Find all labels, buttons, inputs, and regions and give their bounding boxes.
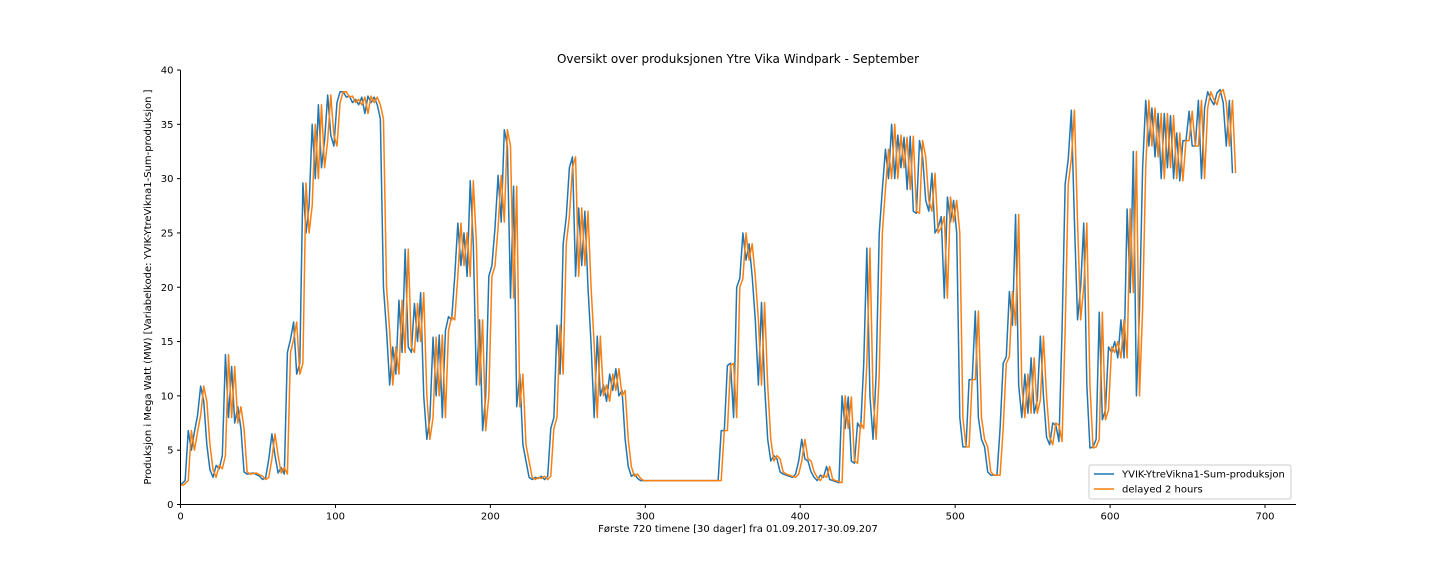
y-tick-label: 15 bbox=[161, 337, 174, 348]
series-line-2 bbox=[180, 88, 1237, 486]
x-tick-label: 300 bbox=[636, 512, 655, 523]
x-tick-label: 600 bbox=[1101, 512, 1120, 523]
x-tick-label: 400 bbox=[791, 512, 810, 523]
plot-area bbox=[179, 88, 1237, 486]
x-tick-label: 100 bbox=[326, 512, 345, 523]
x-axis-label: Første 720 timene [30 dager] fra 01.09.2… bbox=[598, 524, 878, 535]
y-tick-label: 30 bbox=[161, 174, 174, 185]
y-tick-label: 10 bbox=[161, 391, 174, 402]
y-axis-ticks: 0 5 10 15 20 25 30 35 40 bbox=[161, 66, 181, 511]
legend-label-series-2: delayed 2 hours bbox=[1122, 485, 1203, 496]
y-axis-label: Produksjon i Mega Watt (MW) [Variabelkod… bbox=[143, 89, 154, 484]
legend-label-series-1: YVIK-YtreVikna1-Sum-produksjon bbox=[1121, 470, 1285, 481]
chart-title: Oversikt over produksjonen Ytre Vika Win… bbox=[557, 52, 919, 66]
x-axis-ticks: 0 100 200 300 400 500 600 700 bbox=[177, 504, 1275, 523]
y-tick-label: 40 bbox=[161, 66, 174, 77]
legend: YVIK-YtreVikna1-Sum-produksjon delayed 2… bbox=[1088, 464, 1292, 500]
legend-box bbox=[1088, 464, 1292, 500]
x-tick-label: 700 bbox=[1255, 512, 1274, 523]
y-tick-label: 0 bbox=[167, 500, 173, 511]
series-line-1 bbox=[179, 88, 1234, 486]
x-tick-label: 500 bbox=[946, 512, 965, 523]
y-tick-label: 5 bbox=[167, 446, 173, 457]
y-tick-label: 35 bbox=[161, 120, 174, 131]
x-tick-label: 0 bbox=[177, 512, 183, 523]
x-tick-label: 200 bbox=[481, 512, 500, 523]
y-tick-label: 20 bbox=[161, 283, 174, 294]
y-tick-label: 25 bbox=[161, 228, 174, 239]
